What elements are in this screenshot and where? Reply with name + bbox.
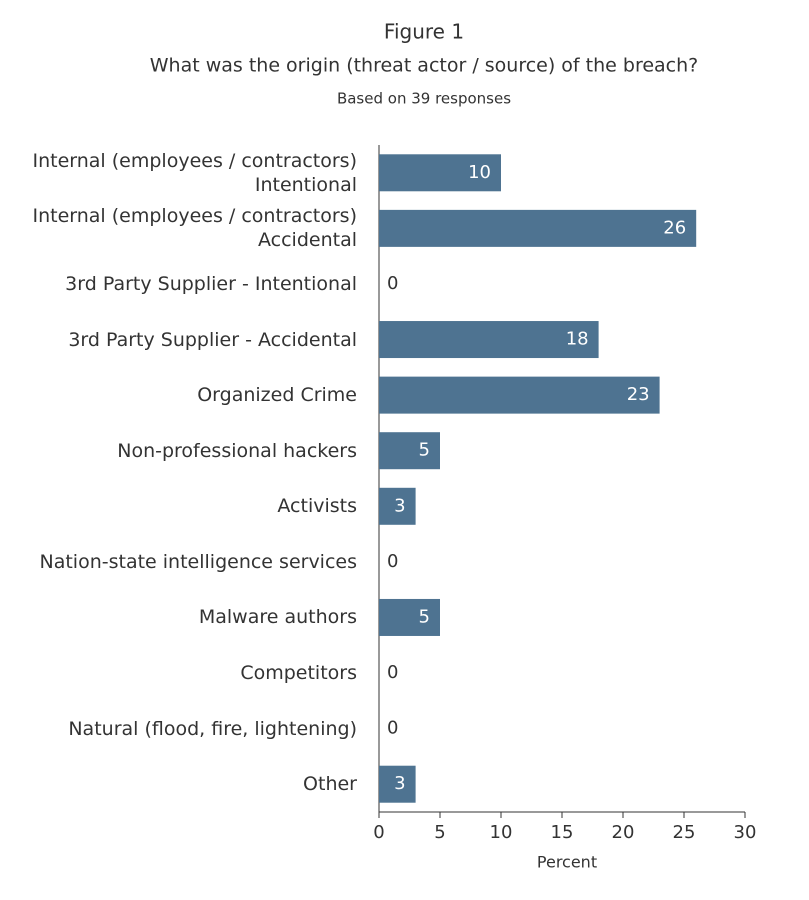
x-tick-label: 15 [551, 822, 574, 843]
value-label: 0 [387, 273, 398, 294]
bar [379, 432, 440, 470]
x-tick-label: 5 [434, 822, 445, 843]
bar [379, 376, 660, 414]
bar [379, 321, 599, 359]
y-tick-label: Nation-state intelligence services [39, 550, 358, 573]
value-label: 26 [663, 217, 686, 238]
y-tick-label: 3rd Party Supplier - Intentional [65, 272, 357, 295]
y-tick-label: Internal (employees / contractors) Inten… [32, 149, 357, 196]
y-tick-label: Non-professional hackers [117, 439, 357, 462]
value-label: 0 [387, 662, 398, 683]
y-tick-label: Activists [277, 495, 357, 518]
x-tick-label: 20 [612, 822, 635, 843]
y-tick-label: Organized Crime [197, 384, 357, 407]
bar [379, 598, 440, 636]
y-tick-label: Competitors [240, 662, 357, 685]
chart-title: Figure 1 [384, 20, 464, 44]
chart-note: Based on 39 responses [337, 90, 511, 108]
value-label: 23 [627, 384, 650, 405]
x-tick-label: 30 [734, 822, 757, 843]
y-tick-label: Other [303, 773, 357, 796]
bar [379, 765, 416, 803]
bar [379, 154, 501, 192]
chart-subtitle: What was the origin (threat actor / sour… [150, 55, 699, 77]
y-tick-label: Malware authors [198, 606, 357, 629]
x-tick-label: 25 [673, 822, 696, 843]
x-tick-label: 0 [373, 822, 384, 843]
value-label: 0 [387, 718, 398, 739]
y-tick-label: Internal (employees / contractors) Accid… [32, 205, 357, 252]
bar [379, 487, 416, 525]
value-label: 3 [394, 773, 405, 794]
value-label: 10 [468, 162, 491, 183]
y-tick-label: 3rd Party Supplier - Accidental [68, 328, 357, 351]
value-label: 5 [419, 440, 430, 461]
y-tick-label: Natural (flood, fire, lightening) [68, 717, 357, 740]
value-label: 5 [419, 606, 430, 627]
x-tick-label: 10 [490, 822, 513, 843]
value-label: 18 [566, 329, 589, 350]
x-axis-label: Percent [537, 853, 597, 872]
bar [379, 209, 697, 247]
value-label: 3 [394, 495, 405, 516]
value-label: 0 [387, 551, 398, 572]
